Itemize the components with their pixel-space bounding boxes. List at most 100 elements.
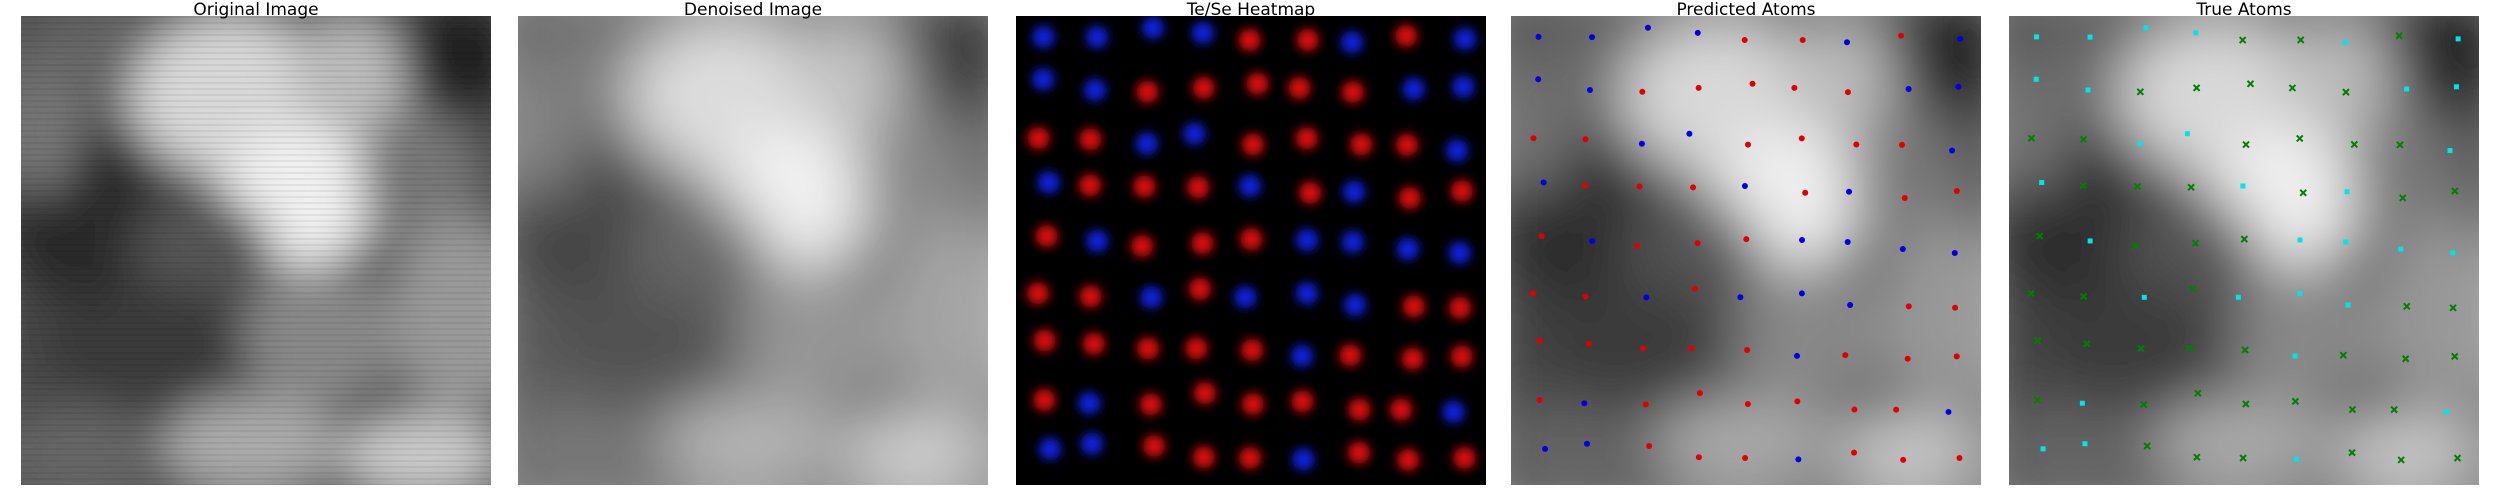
atom-marker <box>1794 352 1801 359</box>
heatmap-spot <box>1193 382 1216 405</box>
heatmap-spot <box>1448 241 1471 264</box>
atom-marker <box>1844 238 1851 245</box>
heatmap-spot <box>1183 122 1206 145</box>
scan-line <box>21 232 491 234</box>
panel-title: Predicted Atoms <box>1676 0 1815 20</box>
scan-line <box>21 46 491 48</box>
heatmap-spot <box>1246 72 1269 95</box>
scan-line <box>21 352 491 354</box>
scan-line <box>21 82 491 84</box>
scan-line <box>21 250 491 252</box>
atom-marker <box>2350 140 2359 149</box>
scan-line <box>21 322 491 324</box>
atom-marker <box>2079 181 2087 190</box>
atom-marker <box>2193 453 2201 461</box>
atom-marker <box>2137 344 2145 353</box>
atom-marker <box>2079 400 2085 406</box>
scan-line <box>21 346 491 348</box>
atom-marker <box>1802 189 1809 196</box>
atom-marker <box>2450 250 2456 256</box>
atom-marker <box>2141 294 2147 300</box>
heatmap-spot <box>1397 448 1420 471</box>
grayscale-texture <box>1511 16 1981 485</box>
heatmap-spot <box>1442 400 1465 423</box>
atom-marker <box>1893 406 1900 413</box>
scan-line <box>21 268 491 270</box>
atom-marker <box>2449 304 2457 312</box>
scan-line <box>21 280 491 282</box>
scan-line <box>21 286 491 288</box>
atom-marker <box>1634 242 1641 249</box>
heatmap-spot <box>1234 286 1257 309</box>
heatmap-spot <box>1295 127 1318 150</box>
heatmap-spot <box>1032 68 1055 91</box>
heatmap-spot <box>1086 229 1109 252</box>
heatmap-spot <box>1292 448 1315 471</box>
atom-marker <box>2185 344 2194 353</box>
heatmap-spot <box>1402 295 1425 318</box>
atom-marker <box>1741 37 1748 44</box>
heatmap-spot <box>1192 446 1215 469</box>
scan-line <box>21 382 491 384</box>
heatmap-spot <box>1343 180 1366 203</box>
scan-line <box>21 22 491 24</box>
atom-marker <box>2082 441 2088 447</box>
atom-marker <box>1846 188 1853 195</box>
scan-line <box>21 190 491 192</box>
heatmap-spot <box>1141 16 1164 39</box>
atom-marker <box>2083 340 2091 348</box>
atom-marker <box>2453 454 2462 462</box>
atom-marker <box>1952 304 1959 311</box>
atom-marker <box>2288 84 2297 92</box>
scan-line <box>21 394 491 396</box>
atom-marker <box>1853 141 1860 148</box>
heatmap-spot <box>1241 338 1264 361</box>
atom-marker <box>1901 194 1908 201</box>
heatmap-spot <box>1453 447 1476 470</box>
heatmap-spot <box>1396 238 1419 261</box>
scan-line <box>21 208 491 210</box>
brighten <box>518 16 988 485</box>
atom-marker <box>2192 84 2201 92</box>
atom-marker <box>2397 456 2405 464</box>
heatmap-spot <box>1143 434 1166 457</box>
atom-marker <box>2193 30 2199 36</box>
atom-marker <box>1686 130 1693 137</box>
scan-line <box>21 370 491 372</box>
atom-marker <box>1642 401 1649 408</box>
heatmap-spot <box>1191 21 1214 44</box>
scan-line <box>21 316 491 318</box>
scan-line <box>21 64 491 66</box>
image <box>518 16 988 485</box>
heatmap-spot <box>1390 398 1413 421</box>
atom-marker <box>1536 337 1543 344</box>
scan-line <box>21 58 491 60</box>
atom-marker <box>1589 237 1596 244</box>
atom-marker <box>1742 455 1749 462</box>
atom-marker <box>1589 34 1596 41</box>
atom-marker <box>1538 233 1545 240</box>
heatmap-spot <box>1348 441 1371 464</box>
atom-marker <box>2133 182 2142 191</box>
scan-line <box>21 34 491 36</box>
atom-marker <box>2399 194 2407 202</box>
heatmap-spot <box>1086 26 1109 49</box>
scan-line <box>21 148 491 150</box>
atom-marker <box>2342 88 2350 96</box>
atom-marker <box>2398 246 2404 252</box>
heatmap-spot <box>1079 128 1102 151</box>
scan-line <box>21 454 491 456</box>
atom-marker <box>2297 290 2303 296</box>
heatmap-spot <box>1131 234 1154 257</box>
atom-marker <box>1899 246 1906 253</box>
scan-line <box>21 124 491 126</box>
heatmap-spot <box>1344 294 1367 317</box>
scan-line <box>21 460 491 462</box>
atom-marker <box>2348 405 2357 414</box>
atom-marker <box>1842 352 1849 359</box>
scan-line <box>21 328 491 330</box>
heatmap-spot <box>1238 29 1261 52</box>
atom-marker <box>2238 36 2247 44</box>
scan-line <box>21 376 491 378</box>
heatmap-spot <box>1185 337 1208 360</box>
